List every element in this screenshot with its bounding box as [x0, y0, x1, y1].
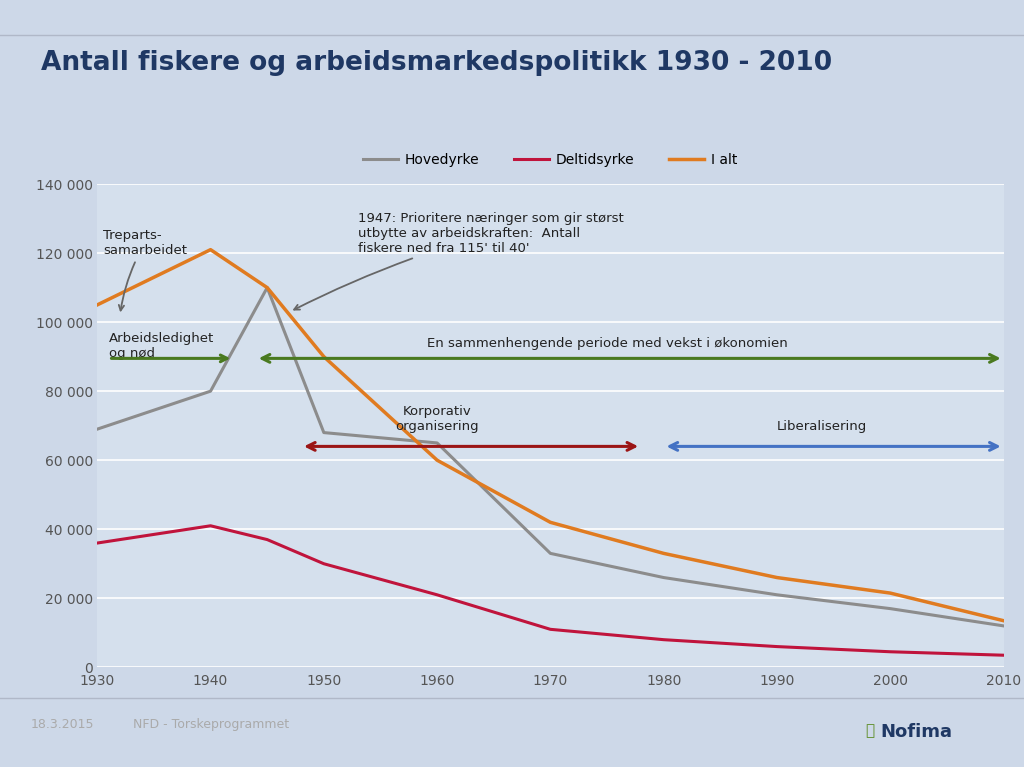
Text: NFD - Torskeprogrammet: NFD - Torskeprogrammet	[133, 719, 289, 731]
Text: Antall fiskere og arbeidsmarkedspolitikk 1930 - 2010: Antall fiskere og arbeidsmarkedspolitikk…	[41, 50, 833, 76]
Text: 18.3.2015: 18.3.2015	[31, 719, 94, 731]
Text: 🌿: 🌿	[865, 723, 874, 738]
Text: Nofima: Nofima	[881, 723, 952, 742]
Text: En sammenhengende periode med vekst i økonomien: En sammenhengende periode med vekst i øk…	[427, 337, 787, 350]
Text: Korporativ
organisering: Korporativ organisering	[395, 404, 479, 433]
Legend: Hovedyrke, Deltidsyrke, I alt: Hovedyrke, Deltidsyrke, I alt	[357, 147, 743, 173]
Text: Arbeidsledighet
og nød: Arbeidsledighet og nød	[109, 333, 214, 360]
Text: 1947: Prioritere næringer som gir størst
utbytte av arbeidskraften:  Antall
fisk: 1947: Prioritere næringer som gir størst…	[294, 212, 624, 310]
Text: Liberalisering: Liberalisering	[777, 420, 867, 433]
Text: Treparts-
samarbeidet: Treparts- samarbeidet	[103, 229, 187, 311]
